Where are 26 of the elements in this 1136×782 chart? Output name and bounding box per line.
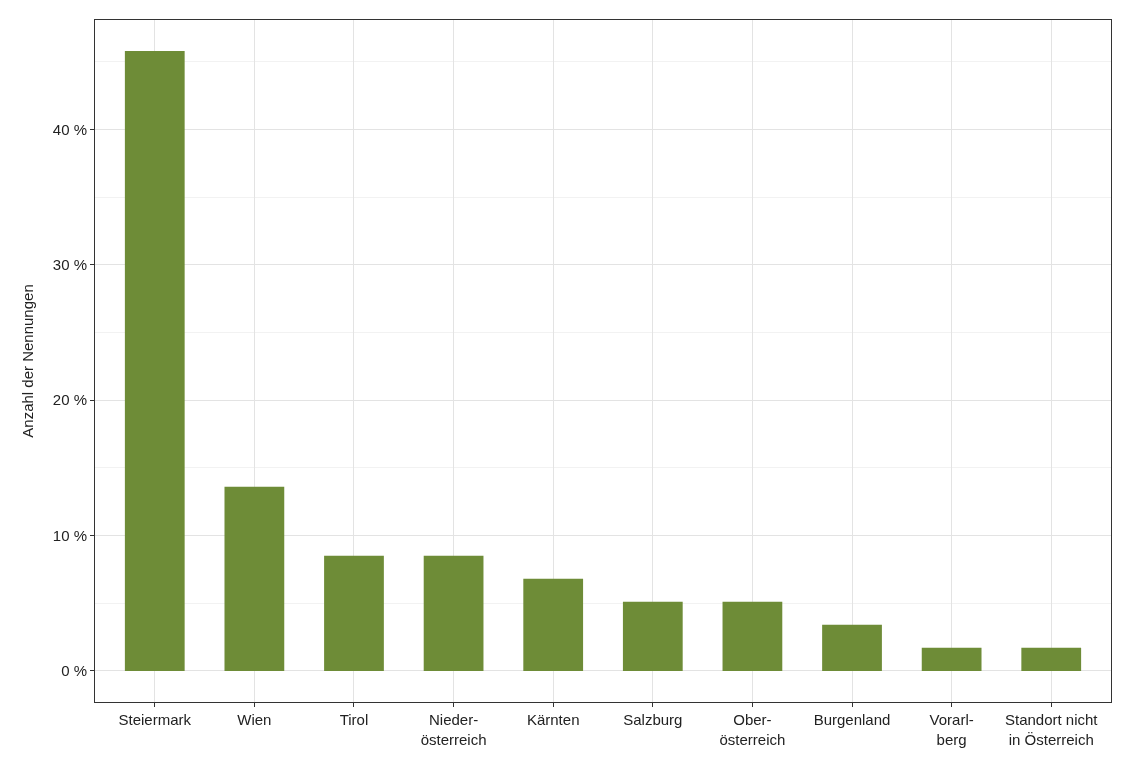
bar — [622, 601, 683, 671]
y-tick-label: 30 % — [52, 256, 87, 274]
x-tick-label: Wien — [237, 711, 272, 728]
y-axis-title: Anzahl der Nennungen — [19, 284, 37, 438]
bar — [324, 555, 384, 671]
bar — [423, 555, 484, 671]
bar — [921, 647, 982, 671]
bar — [822, 624, 882, 671]
y-tick-label: 10 % — [52, 526, 87, 544]
bar — [224, 486, 285, 671]
x-tick-label: Vorarl- berg — [929, 711, 974, 748]
x-tick-label: Standort nicht in Österreich — [1004, 711, 1099, 748]
y-tick-label: 20 % — [52, 391, 87, 409]
x-tick-label: Nieder- österreich — [420, 711, 487, 748]
bar — [523, 578, 584, 671]
x-tick-label: Kärnten — [526, 711, 580, 728]
x-tick-label: Steiermark — [118, 711, 192, 728]
x-tick-label: Ober- österreich — [719, 711, 786, 748]
x-tick-label: Salzburg — [623, 711, 683, 728]
bar — [124, 51, 185, 671]
y-tick-label: 40 % — [52, 120, 87, 138]
x-tick-label: Tirol — [339, 711, 369, 728]
x-tick-label: Burgenland — [813, 711, 891, 728]
y-tick-label: 0 % — [61, 662, 87, 680]
bar — [1021, 647, 1082, 671]
bar — [722, 601, 783, 671]
